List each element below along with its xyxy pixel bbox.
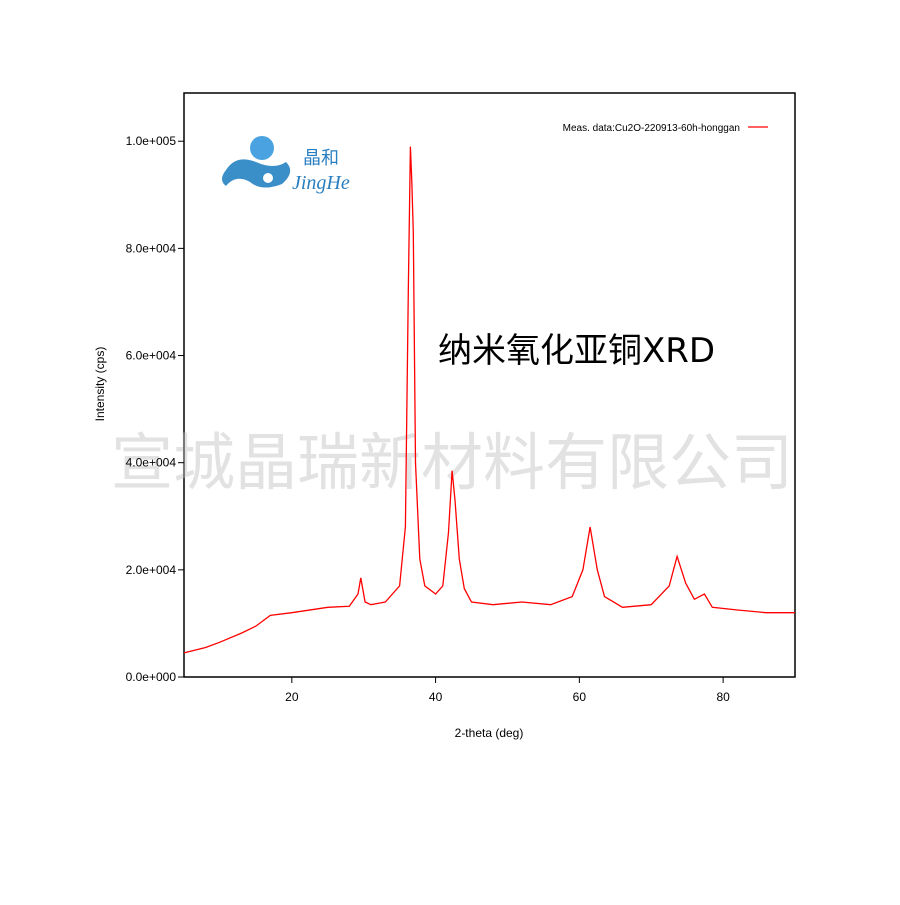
logo-dot bbox=[250, 136, 274, 160]
y-tick-label: 4.0e+004 bbox=[126, 456, 177, 470]
y-tick-label: 6.0e+004 bbox=[126, 349, 177, 363]
x-tick-label: 40 bbox=[429, 690, 443, 704]
data-line bbox=[183, 146, 795, 654]
logo: 晶和 JingHe bbox=[222, 136, 350, 194]
logo-hole bbox=[263, 173, 273, 183]
y-tick-label: 0.0e+000 bbox=[126, 670, 177, 684]
watermark: 宣城晶瑞新材料有限公司 bbox=[111, 426, 793, 499]
plot-frame bbox=[183, 92, 796, 678]
y-tick-label: 1.0e+005 bbox=[126, 134, 177, 148]
y-tick-label: 8.0e+004 bbox=[126, 241, 177, 255]
annotation: 纳米氧化亚铜XRD bbox=[438, 331, 715, 371]
y-tick-label: 2.0e+004 bbox=[126, 563, 177, 577]
x-tick-label: 80 bbox=[716, 690, 730, 704]
y-axis-label: Intensity (cps) bbox=[93, 347, 107, 422]
legend-label: Meas. data:Cu2O-220913-60h-honggan bbox=[563, 123, 740, 134]
logo-latin: JingHe bbox=[292, 172, 350, 194]
logo-chinese: 晶和 bbox=[303, 148, 339, 169]
x-tick-label: 20 bbox=[285, 690, 299, 704]
x-tick-label: 60 bbox=[573, 690, 587, 704]
logo-shape bbox=[222, 159, 291, 188]
x-axis-label: 2-theta (deg) bbox=[455, 726, 524, 740]
